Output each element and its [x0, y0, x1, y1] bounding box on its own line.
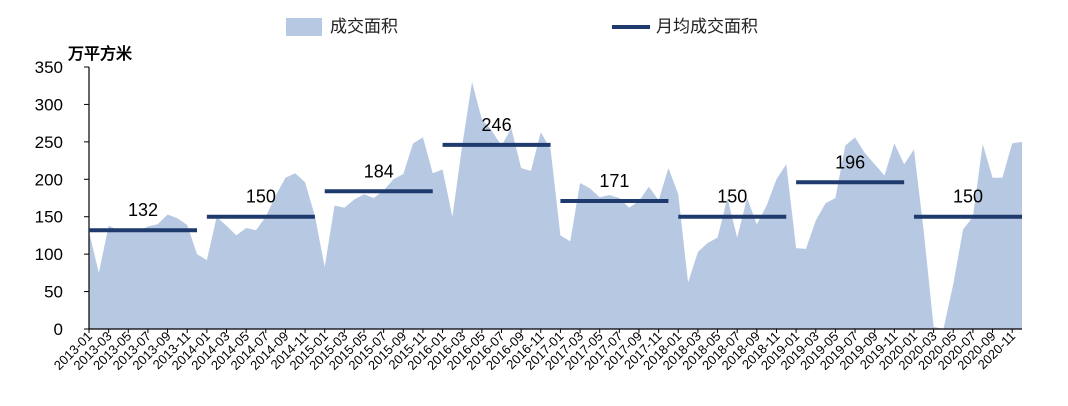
y-tick-label: 150	[35, 208, 63, 227]
average-value-label: 150	[246, 187, 276, 207]
y-tick-label: 300	[35, 95, 63, 114]
average-value-label: 246	[482, 115, 512, 135]
average-value-label: 171	[599, 171, 629, 191]
y-tick-label: 250	[35, 133, 63, 152]
average-value-label: 132	[128, 200, 158, 220]
area-layer	[89, 81, 1022, 329]
average-layer: 132 150 184 246 171 150 196 150	[89, 115, 1022, 233]
legend: 成交面积 月均成交面积	[286, 17, 758, 37]
area-series-transaction-volume	[89, 81, 1022, 329]
y-tick-label: 0	[54, 320, 63, 339]
y-tick-label: 200	[35, 170, 63, 189]
average-value-label: 196	[835, 152, 865, 172]
y-tick-label: 50	[44, 283, 63, 302]
average-value-label: 150	[953, 187, 983, 207]
legend-area-swatch	[286, 18, 322, 36]
average-value-label: 150	[717, 187, 747, 207]
legend-area-label: 成交面积	[330, 17, 398, 37]
y-tick-label: 350	[35, 58, 63, 77]
average-value-label: 184	[364, 161, 394, 181]
y-tick-label: 100	[35, 245, 63, 264]
y-axis-unit-label: 万平方米	[67, 44, 133, 63]
legend-line-label: 月均成交面积	[656, 17, 758, 37]
